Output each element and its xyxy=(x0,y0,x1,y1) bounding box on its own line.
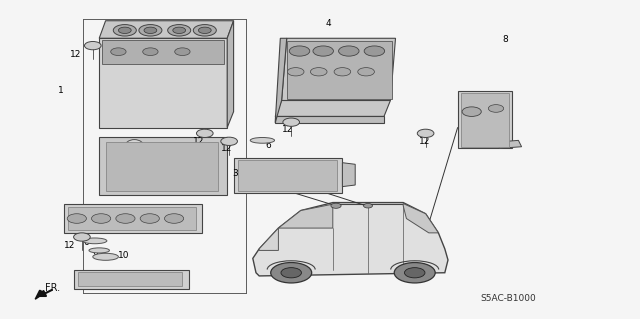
Circle shape xyxy=(67,214,86,223)
Circle shape xyxy=(92,214,111,223)
Circle shape xyxy=(358,68,374,76)
Ellipse shape xyxy=(141,151,160,165)
Ellipse shape xyxy=(89,248,109,253)
Ellipse shape xyxy=(93,253,118,260)
Ellipse shape xyxy=(250,137,275,143)
Text: 5: 5 xyxy=(186,150,191,159)
Circle shape xyxy=(116,214,135,223)
Polygon shape xyxy=(99,21,234,38)
Circle shape xyxy=(143,48,158,56)
Bar xyxy=(238,160,337,191)
Text: 12: 12 xyxy=(193,137,205,146)
Polygon shape xyxy=(403,204,438,233)
Polygon shape xyxy=(99,137,227,195)
Polygon shape xyxy=(282,38,396,100)
Text: 4: 4 xyxy=(325,19,331,28)
Circle shape xyxy=(331,203,341,208)
Polygon shape xyxy=(275,100,390,116)
Text: S5AC-B1000: S5AC-B1000 xyxy=(480,294,536,303)
Polygon shape xyxy=(499,140,522,148)
Circle shape xyxy=(462,107,481,116)
Circle shape xyxy=(281,268,301,278)
Circle shape xyxy=(287,68,304,76)
Circle shape xyxy=(394,263,435,283)
Circle shape xyxy=(173,27,186,33)
Polygon shape xyxy=(275,116,384,123)
Circle shape xyxy=(404,268,425,278)
Text: FR.: FR. xyxy=(45,284,60,293)
Circle shape xyxy=(271,263,312,283)
Polygon shape xyxy=(275,38,287,123)
Circle shape xyxy=(364,46,385,56)
Polygon shape xyxy=(234,158,342,193)
Circle shape xyxy=(310,68,327,76)
Polygon shape xyxy=(99,38,227,128)
Circle shape xyxy=(488,105,504,112)
Circle shape xyxy=(198,27,211,33)
Text: 12: 12 xyxy=(64,241,76,250)
Text: 7: 7 xyxy=(493,139,499,148)
Polygon shape xyxy=(259,228,278,250)
Circle shape xyxy=(168,25,191,36)
Bar xyxy=(68,207,196,230)
Polygon shape xyxy=(35,290,45,299)
Circle shape xyxy=(140,214,159,223)
Text: 12: 12 xyxy=(282,125,293,134)
Text: 3: 3 xyxy=(232,169,238,178)
Text: 11: 11 xyxy=(173,220,184,229)
Circle shape xyxy=(84,41,101,50)
Circle shape xyxy=(313,46,333,56)
Text: 5: 5 xyxy=(150,157,156,166)
Circle shape xyxy=(175,48,190,56)
Circle shape xyxy=(417,129,434,137)
Circle shape xyxy=(144,27,157,33)
Polygon shape xyxy=(64,204,202,233)
Circle shape xyxy=(139,25,162,36)
Polygon shape xyxy=(458,91,512,148)
Ellipse shape xyxy=(83,238,107,244)
Circle shape xyxy=(111,48,126,56)
FancyArrowPatch shape xyxy=(40,290,52,296)
Text: 6: 6 xyxy=(93,248,99,256)
Circle shape xyxy=(221,137,237,145)
Circle shape xyxy=(196,129,213,137)
Circle shape xyxy=(74,233,90,241)
Circle shape xyxy=(339,46,359,56)
Circle shape xyxy=(164,214,184,223)
Polygon shape xyxy=(278,204,333,228)
Circle shape xyxy=(193,25,216,36)
Text: 8: 8 xyxy=(502,35,508,44)
Bar xyxy=(287,41,392,99)
Text: 5: 5 xyxy=(138,145,143,154)
Text: 6: 6 xyxy=(83,238,89,247)
Polygon shape xyxy=(227,21,234,128)
Circle shape xyxy=(118,27,131,33)
Polygon shape xyxy=(253,203,448,276)
Text: 9: 9 xyxy=(157,278,163,287)
Ellipse shape xyxy=(125,139,144,154)
Polygon shape xyxy=(342,163,355,187)
Bar xyxy=(102,40,224,64)
Polygon shape xyxy=(74,270,189,289)
Circle shape xyxy=(334,68,351,76)
Circle shape xyxy=(283,118,300,126)
Ellipse shape xyxy=(170,144,189,159)
Text: 2: 2 xyxy=(202,184,207,193)
Text: 12: 12 xyxy=(221,144,232,153)
Text: 6: 6 xyxy=(266,141,271,150)
Bar xyxy=(106,142,218,191)
Bar xyxy=(461,93,509,147)
Text: 1: 1 xyxy=(58,86,63,95)
Text: 10: 10 xyxy=(118,251,130,260)
Text: 12: 12 xyxy=(419,137,431,146)
Circle shape xyxy=(289,46,310,56)
Text: 12: 12 xyxy=(70,50,82,59)
Circle shape xyxy=(364,204,372,208)
Circle shape xyxy=(113,25,136,36)
Bar xyxy=(78,272,182,286)
